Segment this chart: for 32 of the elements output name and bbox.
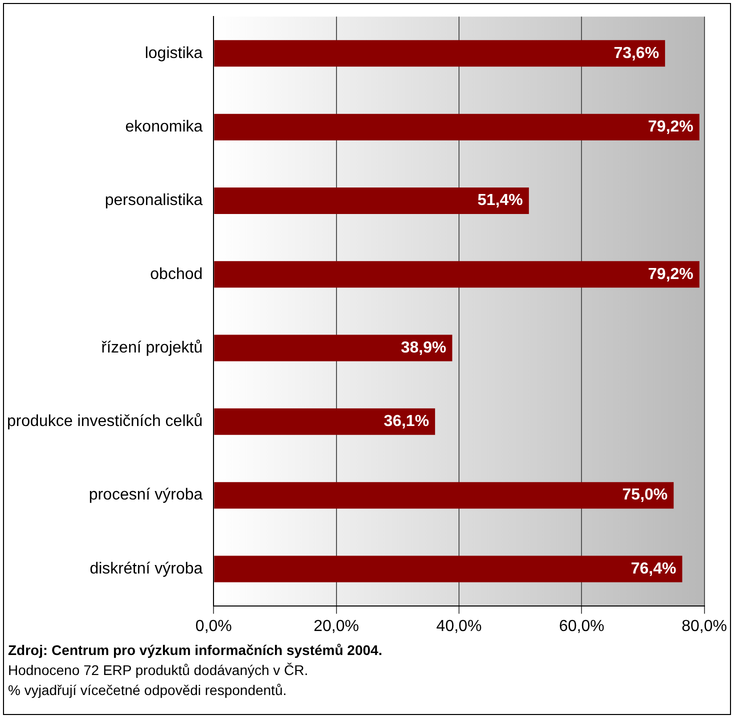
y-tick-label: personalistika [104,192,203,210]
x-tick-label: 60,0% [558,618,604,635]
y-tick-label: produkce investičních celků [7,413,203,430]
y-tick-label: diskrétní výroba [90,560,203,578]
y-tick-label: řízení projektů [101,339,203,356]
data-label: 79,2% [648,266,694,283]
bar [214,482,674,509]
x-tick-label: 80,0% [682,618,728,635]
data-label: 36,1% [384,413,430,430]
bar [214,261,700,288]
x-tick-label: 0,0% [195,618,232,635]
y-tick-label: logistika [144,44,203,62]
bar [214,40,666,67]
y-tick-label: ekonomika [125,118,203,136]
bar [214,556,682,582]
text: % vyjadřují vícečetné odpovědi respondentů. [8,681,288,700]
bar [214,187,529,214]
data-label: 73,6% [614,44,660,62]
data-label: 51,4% [478,192,523,210]
text: Zdroj: Centrum pro výzkum informačních systémů 2004. [8,641,382,660]
y-tick-label: procesní výroba [88,486,203,504]
data-label: 75,0% [622,486,668,504]
data-label: 76,4% [630,560,676,578]
bar [214,334,452,362]
x-tick-label: 20,0% [314,618,360,635]
data-label: 38,9% [400,339,446,356]
bar [214,114,700,140]
data-label: 79,2% [648,118,694,136]
bar [214,408,436,435]
x-tick-label: 40,0% [436,618,482,635]
text: Hodnoceno 72 ERP produktů dodávaných v ČR. [8,661,310,680]
y-tick-label: obchod [150,266,203,283]
